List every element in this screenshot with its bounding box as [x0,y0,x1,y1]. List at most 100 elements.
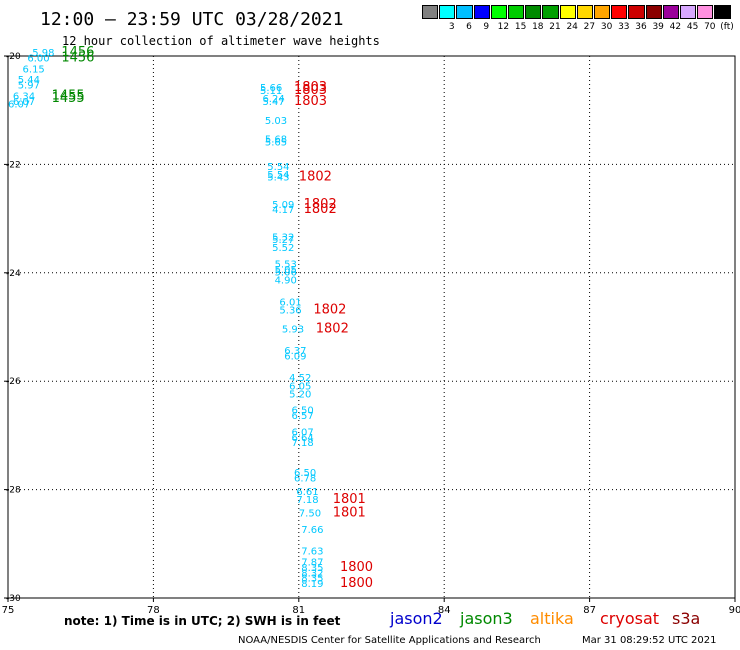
pass-time-label: 1455 [52,91,85,106]
legend-swatch [594,5,611,19]
legend-swatch-label: 21 [549,22,561,32]
swh-label: 5.06 [275,268,297,279]
credit-text: NOAA/NESDIS Center for Satellite Applica… [238,635,541,646]
legend-swatch [490,5,507,19]
generation-timestamp: Mar 31 08:29:52 UTC 2021 [582,635,717,646]
swh-label: 5.98 [32,48,54,59]
swh-label: 6.57 [292,411,314,422]
swh-label: 7.63 [301,547,323,558]
legend-swatch [559,5,576,19]
swh-label: 4.52 [289,373,311,384]
swh-label: 7.87 [301,557,323,568]
pass-time-label: 1800 [340,560,373,575]
pass-time-label: 1800 [340,576,373,591]
swh-label: 5.20 [289,389,311,400]
pass-time-label: 1801 [333,492,366,507]
pass-time-label: 1455 [52,88,85,103]
swh-label: 6.50 [294,468,316,479]
legend-swatch-label: 70 [704,22,716,32]
swh-label: 6.07 [8,99,30,110]
swh-label: 6.05 [289,381,311,392]
legend-swatch [714,5,731,19]
swh-label: 6.64 [292,433,314,444]
pass-time-label: 1456 [61,50,94,65]
legend-swatch-label: 9 [483,22,490,32]
pass-time-label: 1802 [304,197,337,212]
page-subtitle: 12 hour collection of altimeter wave hei… [62,34,380,48]
swh-label: 7.66 [301,525,323,536]
satellite-label-jason2: jason2 [390,609,443,628]
legend-swatch [628,5,645,19]
legend-swatch [680,5,697,19]
swh-label: 6.15 [23,64,45,75]
legend-swatch [525,5,542,19]
legend-swatch-label: (ft) [720,22,734,32]
swh-label: 5.93 [282,324,304,335]
legend-swatch-label: 27 [583,22,596,32]
x-tick-label: 87 [583,605,596,616]
page-title: 12:00 – 23:59 UTC 03/28/2021 [40,9,344,30]
swh-label: 6.00 [27,53,49,64]
swh-label: 5.05 [275,265,297,276]
y-tick-label: -30 [6,594,21,604]
satellite-label-altika: altika [530,609,574,628]
swh-label: 5.65 [265,137,287,148]
legend-swatch [473,5,490,19]
swh-label: 5.54 [267,170,289,181]
pass-time-label: 1802 [304,202,337,217]
pass-time-label: 1802 [313,302,346,317]
pass-time-label: 1801 [333,506,366,521]
legend-swatch [645,5,662,19]
legend-swatch-label: 42 [669,22,682,32]
legend-swatch-label: 15 [514,22,527,32]
pass-time-label: 1802 [316,321,349,336]
x-tick-label: 75 [2,605,15,616]
legend-swatch-label: 12 [497,22,510,32]
pass-time-label: 1803 [294,80,327,95]
swh-label: 5.09 [272,200,294,211]
swh-label: 5.27 [272,235,294,246]
swh-label: 8.32 [301,568,323,579]
pass-time-label: 1803 [294,94,327,109]
legend-swatch-label: 36 [635,22,647,32]
legend-swatch [542,5,559,19]
y-tick-label: -20 [6,52,21,62]
legend-swatch-label: 24 [566,22,578,32]
legend-swatch [422,5,439,19]
swh-label: 6.50 [292,406,314,417]
pass-time-label: 1803 [294,83,327,98]
swh-label: 4.90 [275,276,297,287]
legend-swatch-label: 39 [652,22,664,32]
y-tick-label: -28 [6,486,21,496]
swh-label: 7.18 [292,438,314,449]
legend-swatch [439,5,456,19]
swh-label: 5.53 [275,259,297,270]
swh-label: 8.35 [301,563,323,574]
swh-label: 8.35 [301,574,323,585]
legend-swatch [662,5,679,19]
swh-label: 5.52 [272,243,294,254]
swh-label: 7.18 [296,495,318,506]
legend-swatch [508,5,525,19]
swh-label: 8.19 [301,579,323,590]
legend-swatch [456,5,473,19]
legend-swatch [697,5,714,19]
swh-label: 5.03 [265,116,287,127]
satellite-label-jason3: jason3 [460,609,513,628]
satellite-label-cryosat: cryosat [600,609,660,628]
swh-label: 6.34 [13,91,35,102]
swh-label: 5.97 [18,81,40,92]
swh-label: 6.24 [262,94,284,105]
x-tick-label: 78 [147,605,160,616]
legend-swatch [576,5,593,19]
legend-swatch-label: 33 [618,22,630,32]
legend-swatch-label: 30 [600,22,613,32]
swh-label: 5.11 [260,86,282,97]
swh-label: 5.36 [279,305,301,316]
swh-label: 7.50 [299,509,321,520]
swh-label: 6.37 [284,346,306,357]
swh-label: 5.66 [260,83,282,94]
swh-label: 4.17 [272,205,294,216]
swh-label: 5.44 [18,75,40,86]
